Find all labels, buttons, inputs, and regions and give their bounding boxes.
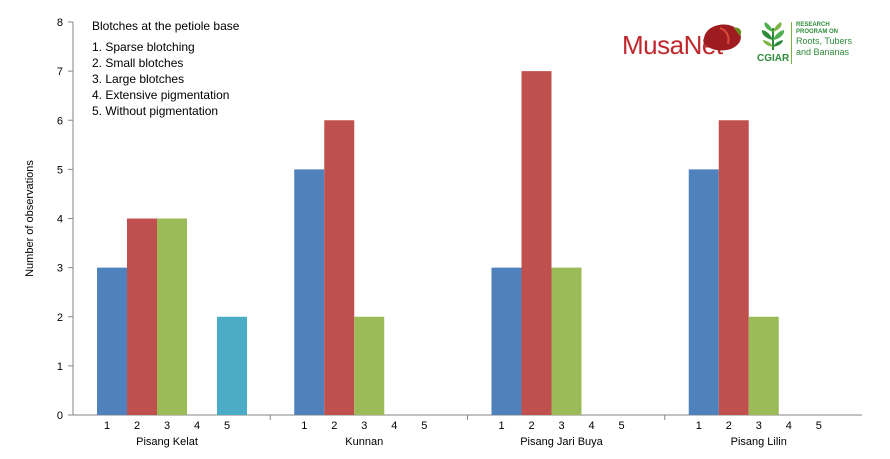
y-tick-label: 5 [57,164,63,176]
x-tick-label: 1 [301,420,307,432]
bar [157,218,187,415]
crp-program-label: RESEARCH PROGRAM ON [796,22,838,36]
group-label: Kunnan [345,436,383,448]
y-tick-label: 7 [57,66,63,78]
crp-program-name-2: and Bananas [796,47,850,57]
x-tick-label: 1 [498,420,504,432]
bar [294,169,325,415]
cgiar-logo: CGIAR RESEARCH PROGRAM ON Roots, Tubers … [757,22,867,68]
legend: Blotches at the petiole base 1. Sparse b… [92,18,239,119]
x-tick-label: 1 [104,420,110,432]
group-label: Pisang Lilin [731,436,787,448]
bar [127,218,157,415]
x-tick-label: 4 [391,420,397,432]
bar [97,267,127,415]
bar [551,267,582,415]
bar [718,120,749,415]
legend-title: Blotches at the petiole base [92,19,240,33]
cgiar-divider [791,22,792,64]
y-tick-label: 8 [57,17,63,29]
y-tick-label: 6 [57,115,63,127]
bar [521,71,552,415]
tick-labels: 0 1 2 3 4 5 6 7 8 Number of observations 1 2 3 4 5 Pisa… [24,17,822,448]
x-tick-label: 5 [224,420,230,432]
crp-program-label-1: RESEARCH [796,22,830,28]
bar [748,316,779,415]
crp-program-name-1: Roots, Tubers [796,36,853,46]
legend-item-3: 3. Large blotches [92,72,185,86]
bar [217,316,247,415]
bar [491,267,522,415]
bar [354,316,385,415]
y-tick-label: 3 [57,263,63,275]
group-label: Pisang Kelat [136,436,198,448]
x-tick-label: 3 [558,420,564,432]
y-tick-label: 0 [57,410,63,422]
y-tick-label: 1 [57,361,63,373]
x-tick-label: 4 [194,420,200,432]
crp-program-label-2: PROGRAM ON [796,29,838,35]
y-axis-label: Number of observations [24,160,36,277]
legend-item-1: 1. Sparse blotching [92,40,195,54]
x-tick-label: 3 [164,420,170,432]
x-tick-label: 1 [696,420,702,432]
cgiar-plant-icon [761,22,785,50]
x-tick-label: 2 [134,420,140,432]
bars [97,71,779,415]
x-tick-label: 2 [726,420,732,432]
x-tick-label: 3 [756,420,762,432]
y-tick-label: 2 [57,312,63,324]
legend-item-5: 5. Without pigmentation [92,104,219,118]
x-tick-label: 5 [618,420,624,432]
x-tick-label: 4 [786,420,792,432]
musanet-leaf-icon [703,24,742,51]
x-tick-label: 3 [361,420,367,432]
x-tick-label: 2 [528,420,534,432]
x-tick-label: 4 [588,420,594,432]
x-tick-label: 5 [421,420,427,432]
legend-item-2: 2. Small blotches [92,56,184,70]
musanet-logo: MusaNet [622,22,752,67]
x-tick-label: 5 [816,420,822,432]
x-tick-label: 2 [331,420,337,432]
bar [688,169,719,415]
crp-program-name: Roots, Tubers and Bananas [796,36,852,58]
group-label: Pisang Jari Buya [520,436,603,448]
bar [324,120,355,415]
y-tick-label: 4 [57,214,63,226]
legend-item-4: 4. Extensive pigmentation [92,88,230,102]
cgiar-logo-text: CGIAR [757,53,790,64]
